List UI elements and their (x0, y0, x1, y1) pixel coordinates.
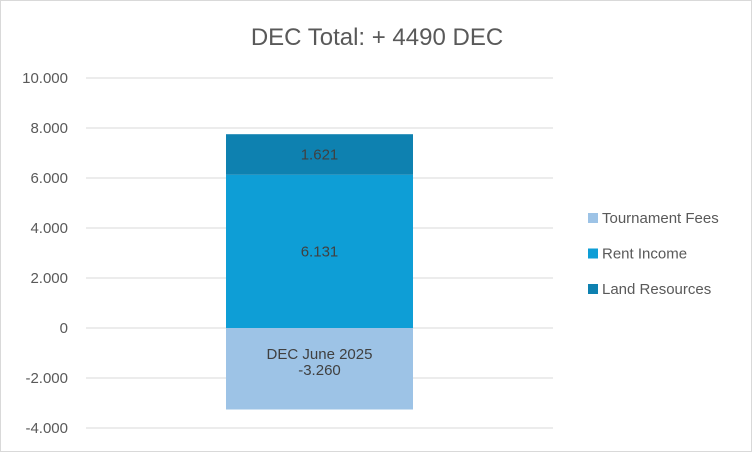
data-label: -3.260 (298, 362, 341, 379)
legend-label: Land Resources (602, 281, 711, 298)
legend-swatch (588, 284, 598, 294)
y-tick-label: -4.000 (25, 420, 68, 437)
legend-label: Tournament Fees (602, 210, 719, 227)
data-label: 6.131 (301, 243, 339, 260)
y-tick-label: -2.000 (25, 370, 68, 387)
y-tick-label: 10.000 (22, 70, 68, 87)
y-tick-label: 2.000 (30, 270, 68, 287)
legend-label: Rent Income (602, 246, 687, 263)
bar-segment-tournament-fees (226, 328, 413, 410)
category-label: DEC June 2025 (267, 346, 373, 363)
bars (226, 134, 413, 410)
legend: Tournament Fees Rent Income Land Resources (588, 210, 719, 298)
bar-segment-land-resources (226, 134, 413, 175)
data-labels: DEC June 2025-3.260 6.131 1.621 (267, 146, 373, 379)
chart-title: DEC Total: + 4490 DEC (251, 24, 503, 51)
legend-swatch (588, 248, 598, 259)
y-tick-label: 6.000 (30, 170, 68, 187)
y-tick-label: 8.000 (30, 120, 68, 137)
legend-swatch (588, 213, 598, 223)
data-label: 1.621 (301, 146, 339, 163)
y-tick-label: 4.000 (30, 220, 68, 237)
bar-segment-rent-income (226, 174, 413, 328)
y-tick-label: 0 (60, 320, 68, 337)
y-axis-ticks: 10.000 8.000 6.000 4.000 2.000 0 -2.000 -4.000 (22, 70, 68, 437)
